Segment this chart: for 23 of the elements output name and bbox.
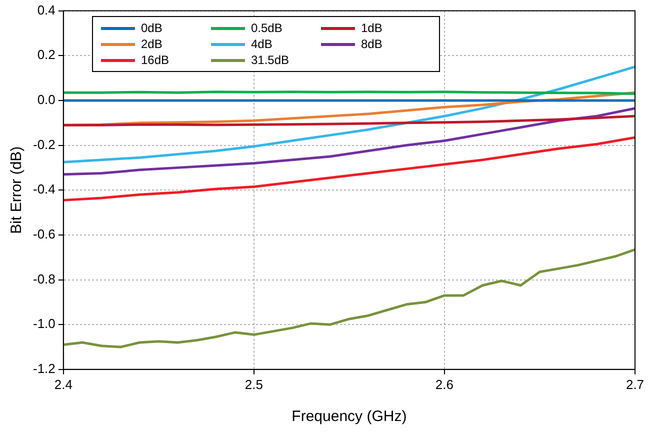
- y-tick-label: -0.2: [32, 136, 56, 152]
- legend-label: 16dB: [141, 53, 170, 67]
- y-tick-label: -0.8: [32, 271, 56, 286]
- legend-label: 4dB: [251, 37, 272, 51]
- y-tick-label: 0.2: [37, 47, 56, 62]
- legend-label: 1dB: [361, 21, 382, 35]
- x-tick-label: 2.7: [626, 376, 644, 392]
- x-tick-label: 2.4: [54, 376, 72, 392]
- y-tick-label: -1.0: [32, 316, 56, 332]
- y-tick-label: -0.6: [32, 226, 56, 242]
- y-tick-label: 0.4: [37, 2, 56, 18]
- y-tick-label: -0.4: [32, 182, 56, 197]
- legend-label: 2dB: [141, 37, 162, 51]
- legend-label: 31.5dB: [251, 53, 290, 67]
- legend-label: 0dB: [141, 21, 162, 35]
- y-tick-label: 0.0: [37, 92, 56, 108]
- x-axis-title: Frequency (GHz): [292, 408, 407, 426]
- y-axis-title: Bit Error (dB): [8, 146, 26, 234]
- y-tick-label: -1.2: [32, 360, 56, 376]
- x-tick-label: 2.6: [435, 376, 454, 392]
- x-tick-label: 2.5: [244, 376, 263, 392]
- legend-label: 0.5dB: [251, 21, 282, 35]
- legend-label: 8dB: [361, 37, 382, 51]
